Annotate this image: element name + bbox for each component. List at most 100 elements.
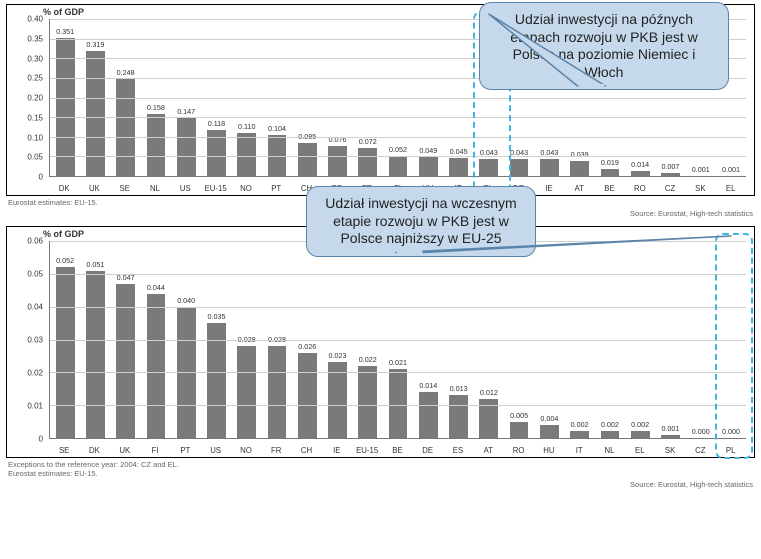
bar xyxy=(389,156,408,176)
x-label: BE xyxy=(382,446,412,455)
bar-value-label: 0.072 xyxy=(359,137,377,146)
x-label: US xyxy=(200,446,230,455)
x-label: SK xyxy=(655,446,685,455)
x-label: IT xyxy=(564,446,594,455)
bar xyxy=(601,169,620,176)
x-label: UK xyxy=(110,446,140,455)
bar xyxy=(419,157,438,176)
x-label: HU xyxy=(534,446,564,455)
bar-value-label: 0.118 xyxy=(208,119,225,128)
x-label: UK xyxy=(79,184,109,193)
x-label: EL xyxy=(625,446,655,455)
chart2-y-title: % of GDP xyxy=(43,229,84,239)
bar xyxy=(601,431,620,438)
bar-value-label: 0.045 xyxy=(450,147,468,156)
y-tick-label: 0.20 xyxy=(27,94,43,103)
bar-value-label: 0.044 xyxy=(147,283,165,292)
chart2-x-labels: SEDKUKFIPTUSNOFRCHIEEU-15BEDEESATROHUITN… xyxy=(49,446,746,455)
bar-value-label: 0.001 xyxy=(722,165,740,174)
gridline xyxy=(50,340,746,341)
x-label: AT xyxy=(473,446,503,455)
y-tick-label: 0.40 xyxy=(27,15,43,24)
bar xyxy=(419,392,438,438)
bar-value-label: 0.001 xyxy=(661,424,679,433)
bar xyxy=(298,353,317,438)
bar xyxy=(86,271,105,438)
x-label: CZ xyxy=(685,446,715,455)
bar-value-label: 0.104 xyxy=(268,124,286,133)
x-label: DK xyxy=(49,184,79,193)
bar xyxy=(116,79,135,176)
y-tick-label: 0.05 xyxy=(27,153,43,162)
x-label: PT xyxy=(170,446,200,455)
bar-value-label: 0.000 xyxy=(692,427,710,436)
x-label: EU-15 xyxy=(200,184,230,193)
x-label: US xyxy=(170,184,200,193)
gridline xyxy=(50,98,746,99)
bar xyxy=(328,146,347,176)
bar xyxy=(570,161,589,176)
chart1-callout: Udział inwestycji na późnych etapach roz… xyxy=(479,2,729,90)
bar-value-label: 0.248 xyxy=(117,68,135,77)
x-label: IE xyxy=(322,446,352,455)
y-tick-label: 0.25 xyxy=(27,74,43,83)
y-tick-label: 0.06 xyxy=(27,237,43,246)
bar-value-label: 0.022 xyxy=(359,355,377,364)
bar-value-label: 0.051 xyxy=(86,260,104,269)
bar-value-label: 0.351 xyxy=(56,27,74,36)
y-tick-label: 0.02 xyxy=(27,369,43,378)
y-tick-label: 0.05 xyxy=(27,270,43,279)
x-label: IE xyxy=(534,184,564,193)
bar-value-label: 0.026 xyxy=(298,342,316,351)
y-tick-label: 0.03 xyxy=(27,336,43,345)
x-label: FR xyxy=(261,446,291,455)
gridline xyxy=(50,137,746,138)
bar-value-label: 0.002 xyxy=(631,420,649,429)
bar xyxy=(570,431,589,438)
bar-value-label: 0.035 xyxy=(207,312,225,321)
bar xyxy=(358,148,377,176)
gridline xyxy=(50,274,746,275)
chart2-inner: % of GDP 00.010.020.030.040.050.06 0.052… xyxy=(7,227,754,457)
bar-value-label: 0.110 xyxy=(238,122,255,131)
x-label: PT xyxy=(261,184,291,193)
bar xyxy=(237,133,256,176)
x-label: NL xyxy=(594,446,624,455)
x-label: AT xyxy=(564,184,594,193)
bar-value-label: 0.319 xyxy=(86,40,104,49)
x-label: BE xyxy=(594,184,624,193)
gridline xyxy=(50,405,746,406)
bar xyxy=(358,366,377,438)
chart2-callout-text: Udział inwestycji na wczesnym etapie roz… xyxy=(325,195,516,246)
x-label: NL xyxy=(140,184,170,193)
x-label: FI xyxy=(140,446,170,455)
gridline xyxy=(50,307,746,308)
bar xyxy=(298,143,317,176)
bar xyxy=(147,294,166,438)
x-label: SK xyxy=(685,184,715,193)
bar-value-label: 0.052 xyxy=(56,256,74,265)
bar xyxy=(268,346,287,438)
x-label: EU-15 xyxy=(352,446,382,455)
x-label: NO xyxy=(231,184,261,193)
bar xyxy=(328,362,347,438)
x-label: SE xyxy=(110,184,140,193)
bar-value-label: 0.001 xyxy=(692,165,710,174)
x-label: DK xyxy=(79,446,109,455)
bar-value-label: 0.049 xyxy=(419,146,437,155)
bar-value-label: 0.002 xyxy=(571,420,589,429)
chart2-frame: % of GDP 00.010.020.030.040.050.06 0.052… xyxy=(6,226,755,458)
bar xyxy=(56,267,75,438)
bar xyxy=(479,159,498,176)
y-tick-label: 0.04 xyxy=(27,303,43,312)
bar xyxy=(661,173,680,176)
chart2-y-ticks: 00.010.020.030.040.050.06 xyxy=(7,241,47,439)
bar xyxy=(177,118,196,176)
bar-value-label: 0.023 xyxy=(329,351,347,360)
x-label: SE xyxy=(49,446,79,455)
chart2-plot-area: 0.0520.0510.0470.0440.0400.0350.0280.028… xyxy=(49,241,746,439)
gridline xyxy=(50,156,746,157)
y-tick-label: 0.10 xyxy=(27,133,43,142)
bar-value-label: 0.158 xyxy=(147,103,165,112)
bar-value-label: 0.004 xyxy=(540,414,558,423)
